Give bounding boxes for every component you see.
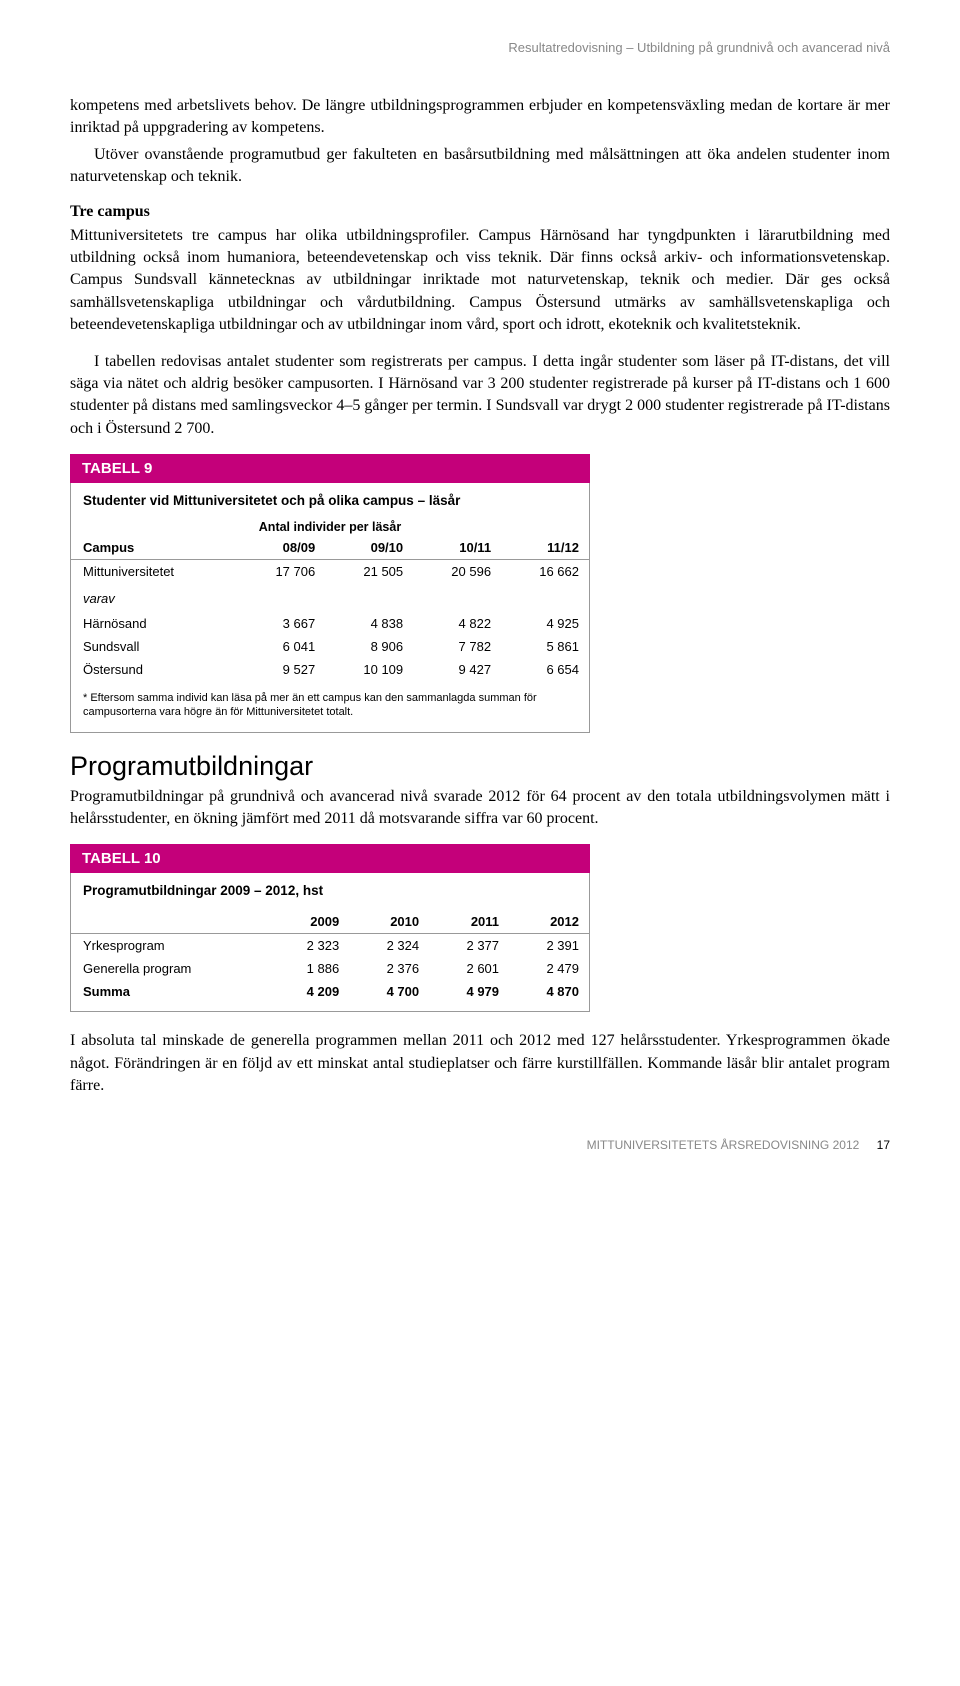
col-header: 2009 <box>269 910 349 934</box>
col-header: 2011 <box>429 910 509 934</box>
table-row: Härnösand 3 667 4 838 4 822 4 925 <box>71 612 589 635</box>
table-title: TABELL 9 <box>70 454 590 483</box>
page-number: 17 <box>877 1138 890 1152</box>
table-row: Östersund 9 527 10 109 9 427 6 654 <box>71 658 589 681</box>
col-header: 2012 <box>509 910 589 934</box>
table-row: Yrkesprogram 2 323 2 324 2 377 2 391 <box>71 934 589 958</box>
data-table: 2009 2010 2011 2012 Yrkesprogram 2 323 2… <box>71 910 589 1003</box>
subheading: Tre campus <box>70 203 890 221</box>
col-header: 11/12 <box>501 536 589 560</box>
col-header: 08/09 <box>237 536 325 560</box>
running-header: Resultatredovisning – Utbildning på grun… <box>70 40 890 55</box>
table-10: TABELL 10 Programutbildningar 2009 – 201… <box>70 844 590 1012</box>
paragraph: kompetens med arbetslivets behov. De län… <box>70 95 890 140</box>
table-subtitle: Programutbildningar 2009 – 2012, hst <box>71 873 589 902</box>
paragraph: I absoluta tal minskade de generella pro… <box>70 1030 890 1097</box>
table-row: varav <box>71 583 589 612</box>
table-caption: Antal individer per läsår <box>71 512 589 536</box>
footer-text: MITTUNIVERSITETETS ÅRSREDOVISNING 2012 <box>587 1138 860 1152</box>
col-header: Campus <box>71 536 237 560</box>
page-footer: MITTUNIVERSITETETS ÅRSREDOVISNING 2012 1… <box>70 1138 890 1152</box>
paragraph: Mittuniversitetets tre campus har olika … <box>70 225 890 337</box>
col-header: 09/10 <box>325 536 413 560</box>
table-footnote: * Eftersom samma individ kan läsa på mer… <box>71 681 589 732</box>
section-heading: Programutbildningar <box>70 751 890 782</box>
col-header: 2010 <box>349 910 429 934</box>
col-header: 10/11 <box>413 536 501 560</box>
data-table: Campus 08/09 09/10 10/11 11/12 Mittunive… <box>71 536 589 681</box>
table-row-sum: Summa 4 209 4 700 4 979 4 870 <box>71 980 589 1003</box>
paragraph: I tabellen redovisas antalet studenter s… <box>70 351 890 441</box>
table-title: TABELL 10 <box>70 844 590 873</box>
table-row: Mittuniversitetet 17 706 21 505 20 596 1… <box>71 560 589 584</box>
table-row: Generella program 1 886 2 376 2 601 2 47… <box>71 957 589 980</box>
table-9: TABELL 9 Studenter vid Mittuniversitetet… <box>70 454 590 733</box>
paragraph: Programutbildningar på grundnivå och ava… <box>70 786 890 831</box>
table-subtitle: Studenter vid Mittuniversitetet och på o… <box>71 483 589 512</box>
table-row: Sundsvall 6 041 8 906 7 782 5 861 <box>71 635 589 658</box>
paragraph: Utöver ovanstående programutbud ger faku… <box>70 144 890 189</box>
col-header <box>71 910 269 934</box>
